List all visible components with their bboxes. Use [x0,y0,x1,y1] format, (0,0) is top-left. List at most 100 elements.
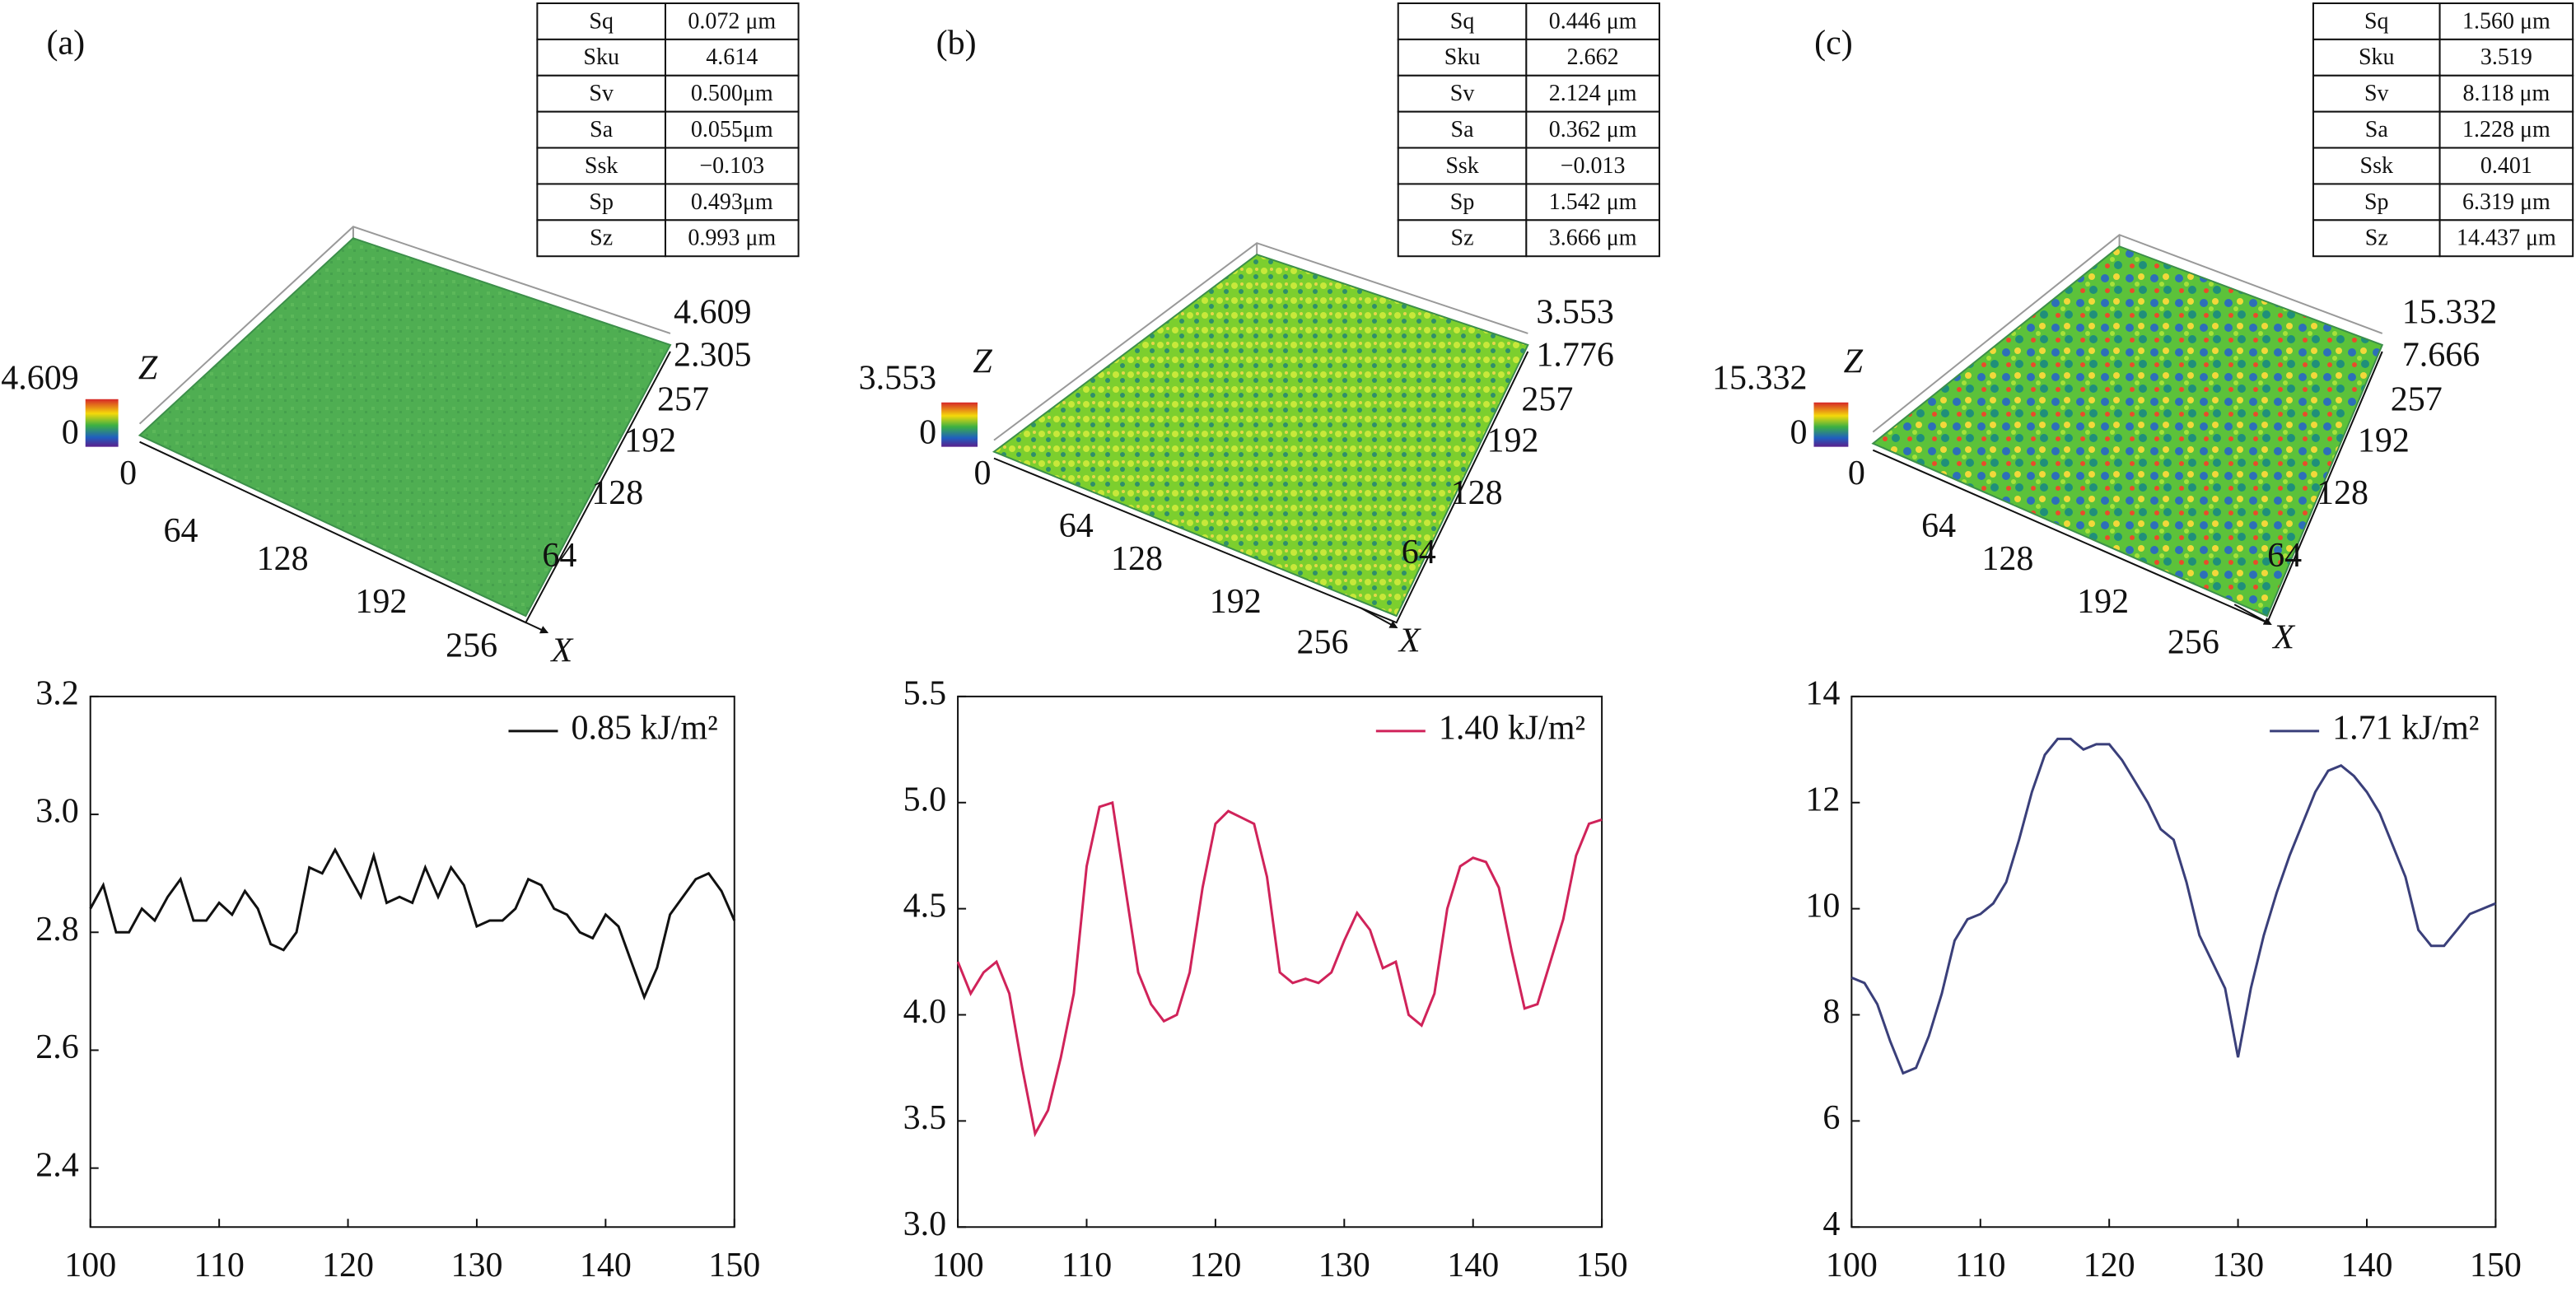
x-tick-label: 140 [1447,1247,1499,1284]
x-tick-label: 192 [355,583,407,621]
x-tick-label: 150 [2470,1247,2522,1284]
table-cell [1525,147,1660,185]
table-key: Sv [2364,81,2389,106]
table-key: Sz [1451,226,1474,251]
x-tick-label: 130 [2212,1247,2264,1284]
x-tick-label: 150 [1576,1247,1628,1284]
surface [992,254,1529,618]
table-value: 2.662 [1567,44,1619,70]
table-value: 1.228 μm [2462,117,2550,142]
table-cell [664,38,800,77]
z-tick-label: 15.332 [2402,294,2498,332]
z-tick-label: 1.776 [1536,337,1614,375]
table-key: Sv [589,81,614,106]
x-tick-label: 0 [1848,455,1865,492]
y-tick-label: 14 [1805,675,1840,713]
y-tick-label: 5.5 [903,675,947,713]
y-tick-label: 192 [2358,422,2410,459]
x-tick-label: 100 [1826,1247,1878,1284]
table-key: Sku [2359,44,2395,70]
table-key: Sp [589,189,614,215]
colorbar-label: 0 [1790,413,1808,451]
data-line [956,800,1603,1138]
table-key: Sa [2365,117,2389,142]
table-cell [1525,183,1660,221]
y-tick-label: 5.0 [903,781,947,818]
table-cell [1525,2,1660,40]
table-value: 0.493μm [691,189,773,215]
table-cell [2438,183,2574,221]
data-line [89,846,736,1001]
x-axis-label: X [549,632,574,670]
y-tick-label: 257 [657,380,709,418]
table-cell [536,2,666,40]
table-key: Ssk [1445,153,1478,179]
table-value: 1.560 μm [2462,8,2550,34]
table-cell [664,219,800,258]
z-tick-label: 4.609 [674,294,752,332]
colorbar-label: 0 [62,413,79,451]
table-value: 8.118 μm [2462,81,2550,106]
z-tick-label: 3.553 [1536,294,1614,332]
table-value: −0.103 [699,153,764,179]
table-value: 4.614 [706,44,758,70]
x-tick-label: 140 [580,1247,632,1284]
panel-label: (b) [936,25,977,63]
table-key: Sq [2364,8,2389,34]
z-axis-label: Z [973,343,992,381]
data-line [1850,737,2496,1075]
colorbar [1813,402,1849,447]
surface [1871,245,2384,618]
y-tick-label: 4.0 [903,993,947,1031]
table-value: 0.401 [2480,153,2532,179]
table-cell [1397,219,1528,258]
x-tick-label: 110 [1955,1247,2005,1284]
colorbar [85,399,119,447]
y-tick-label: 2.6 [35,1028,79,1066]
y-tick-label: 8 [1822,993,1840,1031]
y-tick-label: 128 [2317,474,2368,512]
z-axis-label: Z [1844,343,1864,381]
table-key: Sku [1444,44,1481,70]
table-value: 0.446 μm [1549,8,1637,34]
table-key: Sa [590,117,614,142]
y-tick-label: 3.5 [903,1099,947,1137]
x-tick-label: 150 [708,1247,760,1284]
panel-label: (a) [46,25,85,63]
x-tick-label: 120 [322,1247,374,1284]
table-value: −0.013 [1561,153,1626,179]
x-tick-label: 120 [1189,1247,1241,1284]
table-cell [1525,219,1660,258]
plot-frame [957,695,1603,1228]
table-cell [2312,74,2441,113]
surface [138,237,672,618]
table-cell [2312,110,2441,149]
x-axis-arrow [1360,607,1398,629]
colorbar-label: 3.553 [859,359,937,397]
y-tick-label: 2.4 [35,1146,79,1184]
table-value: 0.362 μm [1549,117,1637,142]
table-cell [2312,219,2441,258]
table-value: 14.437 μm [2457,226,2556,251]
y-tick-label: 3.2 [35,675,79,713]
table-cell [2438,110,2574,149]
table-cell [664,74,800,113]
x-tick-label: 130 [450,1247,502,1284]
x-tick-label: 64 [1921,507,1956,545]
y-tick-label: 64 [1402,534,1436,571]
table-cell [1397,74,1528,113]
y-tick-label: 2.8 [35,911,79,949]
x-tick-label: 130 [1318,1247,1370,1284]
table-value: 3.519 [2480,44,2532,70]
plot-frame [1850,695,2497,1228]
table-cell [2438,147,2574,185]
table-cell [536,219,666,258]
table-value: 0.072 μm [688,8,776,34]
table-key: Sv [1450,81,1475,106]
table-key: Sz [590,226,613,251]
table-cell [664,147,800,185]
table-cell [2438,38,2574,77]
x-tick-label: 128 [1981,540,2033,578]
colorbar-label: 4.609 [1,359,79,397]
table-value: 1.542 μm [1549,189,1637,215]
